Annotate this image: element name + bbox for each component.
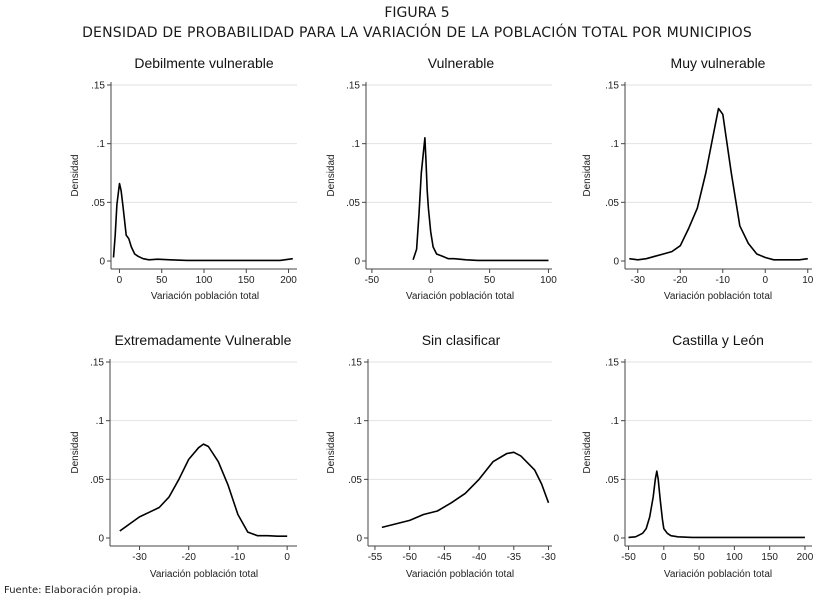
y-tick-label: .15 [605,81,619,92]
y-tick-label: .1 [611,416,620,427]
y-axis-label: Densidad [582,154,593,196]
y-tick-label: .1 [97,139,106,150]
x-tick-label: -55 [368,552,383,563]
y-tick-label: .1 [352,139,361,150]
panel-2: 0 .05 .1 .15 -50 0 50 100 Vulnerable Variación po… [326,55,557,302]
x-axis-label: Variación población total [150,569,258,580]
x-tick-label: 50 [156,275,168,286]
x-tick-label: -10 [716,275,731,286]
y-tick-label: .05 [91,198,105,209]
y-axis-label: Densidad [582,431,593,473]
y-tick-label: 0 [613,534,619,545]
panel-4: 0 .05 .1 .15 -30 -20 -10 0 Extremadamente Vulner… [70,332,297,580]
panel-title: Vulnerable [428,55,495,71]
x-tick-label: 0 [762,275,768,286]
y-tick-label: .05 [348,475,362,486]
x-tick-label: 0 [117,275,123,286]
density-curve [120,444,287,536]
x-tick-label: -50 [621,552,636,563]
panel-1: 0 .05 .1 .15 0 50 100 150 200 Debilmente vulnerab… [70,55,297,302]
source-note: Fuente: Elaboración propia. [4,585,141,596]
x-tick-label: -40 [472,552,487,563]
x-tick-label: 0 [284,552,290,563]
x-tick-label: -20 [673,275,688,286]
panel-title: Debilmente vulnerable [134,55,274,71]
density-curve [382,452,549,527]
y-tick-label: .1 [611,139,620,150]
x-tick-label: 200 [797,552,814,563]
x-tick-label: 10 [802,275,814,286]
y-tick-label: .1 [96,416,105,427]
x-tick-label: 0 [661,552,667,563]
x-tick-label: 150 [238,275,255,286]
y-tick-label: 0 [99,257,105,268]
x-tick-label: -50 [365,275,380,286]
density-curve [629,471,805,537]
y-axis-label: Densidad [70,431,81,473]
x-tick-label: -20 [182,552,197,563]
x-axis-label: Variación población total [406,569,514,580]
x-tick-label: -35 [507,552,522,563]
x-tick-label: 100 [726,552,743,563]
y-tick-label: .05 [605,198,619,209]
y-tick-label: .05 [605,475,619,486]
y-tick-label: .15 [348,358,362,369]
x-axis-label: Variación población total [664,291,772,302]
x-tick-label: 200 [280,275,297,286]
x-tick-label: -50 [402,552,417,563]
x-tick-label: 100 [196,275,213,286]
x-tick-label: 0 [428,275,434,286]
y-tick-label: .05 [90,475,104,486]
y-tick-label: 0 [613,257,619,268]
x-tick-label: 100 [540,275,557,286]
panel-3: 0 .05 .1 .15 -30 -20 -10 0 10 Muy vulnerable Varia… [582,55,814,302]
density-curve [413,138,548,261]
x-tick-label: -30 [541,552,556,563]
x-tick-label: -30 [132,552,147,563]
density-curve [629,109,808,260]
y-tick-label: 0 [98,534,104,545]
y-axis-label: Densidad [70,154,81,196]
x-tick-label: 50 [694,552,706,563]
density-curve [114,184,293,261]
y-tick-label: 0 [354,257,360,268]
y-tick-label: 0 [356,534,362,545]
panel-title: Sin clasificar [422,332,501,348]
x-tick-label: 150 [761,552,778,563]
y-tick-label: .1 [354,416,363,427]
y-tick-label: .15 [605,358,619,369]
x-axis-label: Variación población total [406,291,514,302]
x-tick-label: -10 [231,552,246,563]
x-tick-label: 50 [484,275,496,286]
y-axis-label: Densidad [326,431,337,473]
y-tick-label: .15 [90,358,104,369]
x-axis-label: Variación población total [151,291,259,302]
x-axis-label: Variación población total [664,569,772,580]
y-tick-label: .15 [346,81,360,92]
x-tick-label: -45 [437,552,452,563]
panel-5: 0 .05 .1 .15 -55 -50 -45 -40 -35 -30 Sin clasifica… [326,332,556,580]
x-tick-label: -30 [631,275,646,286]
y-tick-label: .15 [91,81,105,92]
panel-title: Castilla y León [672,332,764,348]
y-tick-label: .05 [346,198,360,209]
panel-title: Extremadamente Vulnerable [115,332,292,348]
y-axis-label: Densidad [326,154,337,196]
panel-title: Muy vulnerable [671,55,766,71]
